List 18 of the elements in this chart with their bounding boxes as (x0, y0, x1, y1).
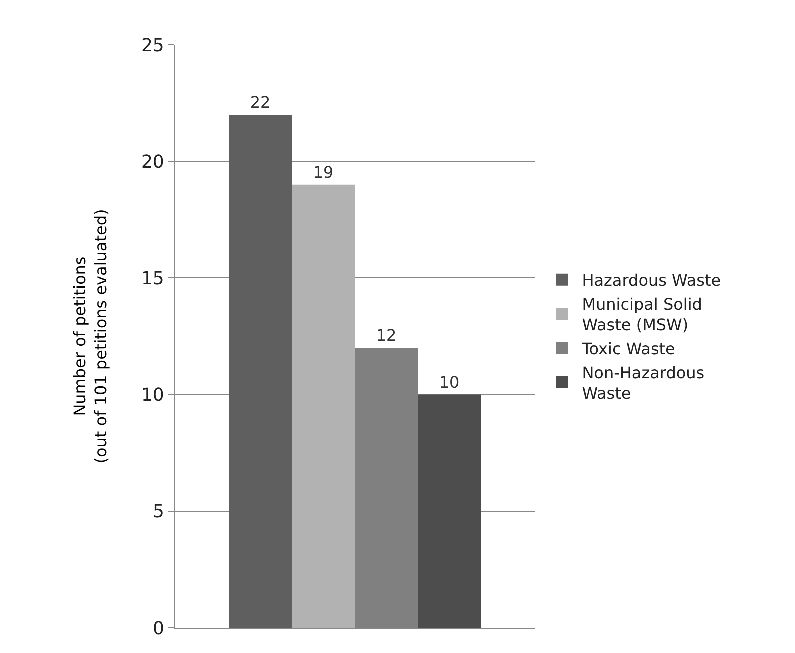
legend-label: Municipal Solid Waste (MSW) (582, 294, 702, 335)
bar (418, 394, 481, 628)
y-tick-label: 10 (141, 385, 164, 406)
bar (229, 114, 292, 628)
legend-label: Non-Hazardous Waste (582, 363, 705, 404)
data-label: 19 (313, 162, 334, 182)
data-label: 12 (376, 326, 397, 346)
bar (292, 184, 355, 628)
y-tick-label: 25 (141, 35, 164, 56)
data-label: 22 (250, 92, 271, 112)
y-tick-label: 5 (152, 502, 164, 523)
y-axis-title: Number of petitions (out of 101 petitions evaluated) (70, 209, 110, 464)
data-label: 10 (439, 372, 460, 392)
y-tick-label: 15 (141, 268, 164, 290)
legend-label: Hazardous Waste (582, 271, 722, 290)
y-tick-label: 0 (152, 618, 164, 640)
legend-label: Toxic Waste (581, 340, 676, 359)
y-tick-label: 20 (141, 152, 164, 173)
